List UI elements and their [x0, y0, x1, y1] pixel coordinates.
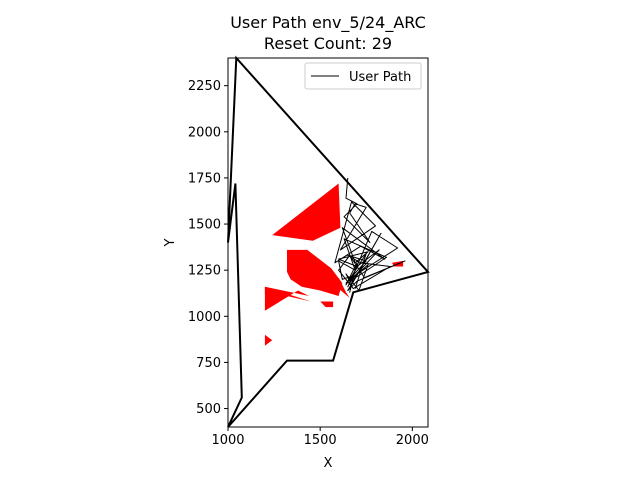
legend-box: [304, 62, 422, 90]
y-tick-label-500: 500: [196, 402, 221, 417]
axis-ticks: 1000 1500 2000 500 750 1000 1250 1500 1750 2000 22…: [188, 79, 429, 448]
obstacle-7: [264, 334, 273, 346]
legend-label-user-path: User Path: [349, 70, 411, 85]
x-tick-label-1000: 1000: [211, 433, 244, 448]
y-tick-label-1750: 1750: [188, 171, 221, 186]
y-axis-label: Y: [163, 238, 178, 247]
environment-boundary: [227, 55, 430, 428]
obstacle-4: [264, 286, 310, 311]
user-path-line: [334, 177, 406, 293]
plot-frame: [227, 57, 429, 428]
obstacle-2: [287, 249, 343, 296]
y-tick-label-2000: 2000: [188, 125, 221, 140]
y-tick-label-1250: 1250: [188, 264, 221, 279]
obstacle-5: [320, 301, 334, 308]
plot-area: [227, 55, 430, 428]
obstacle-6: [338, 277, 350, 298]
chart-title: User Path env_5/24_ARC: [230, 13, 426, 33]
legend: User Path: [304, 62, 422, 90]
x-axis-label: X: [324, 456, 333, 471]
x-tick-label-1500: 1500: [304, 433, 337, 448]
y-tick-label-750: 750: [196, 356, 221, 371]
chart-subtitle: Reset Count: 29: [264, 34, 392, 53]
y-tick-label-1000: 1000: [188, 310, 221, 325]
y-tick-label-1500: 1500: [188, 218, 221, 233]
obstacle-1: [272, 183, 341, 241]
x-tick-label-2000: 2000: [396, 433, 429, 448]
y-tick-label-2250: 2250: [188, 79, 221, 94]
